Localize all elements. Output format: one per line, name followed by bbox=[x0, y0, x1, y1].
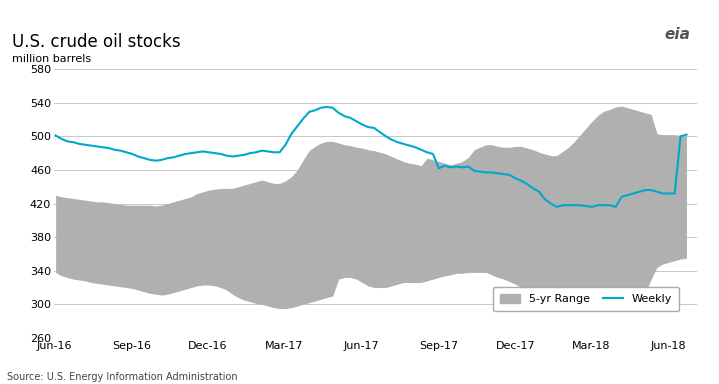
Legend: 5-yr Range, Weekly: 5-yr Range, Weekly bbox=[493, 287, 679, 311]
Text: eia: eia bbox=[664, 27, 690, 42]
Text: U.S. crude oil stocks: U.S. crude oil stocks bbox=[12, 33, 180, 51]
Text: Source: U.S. Energy Information Administration: Source: U.S. Energy Information Administ… bbox=[7, 372, 238, 382]
Text: million barrels: million barrels bbox=[12, 54, 91, 64]
